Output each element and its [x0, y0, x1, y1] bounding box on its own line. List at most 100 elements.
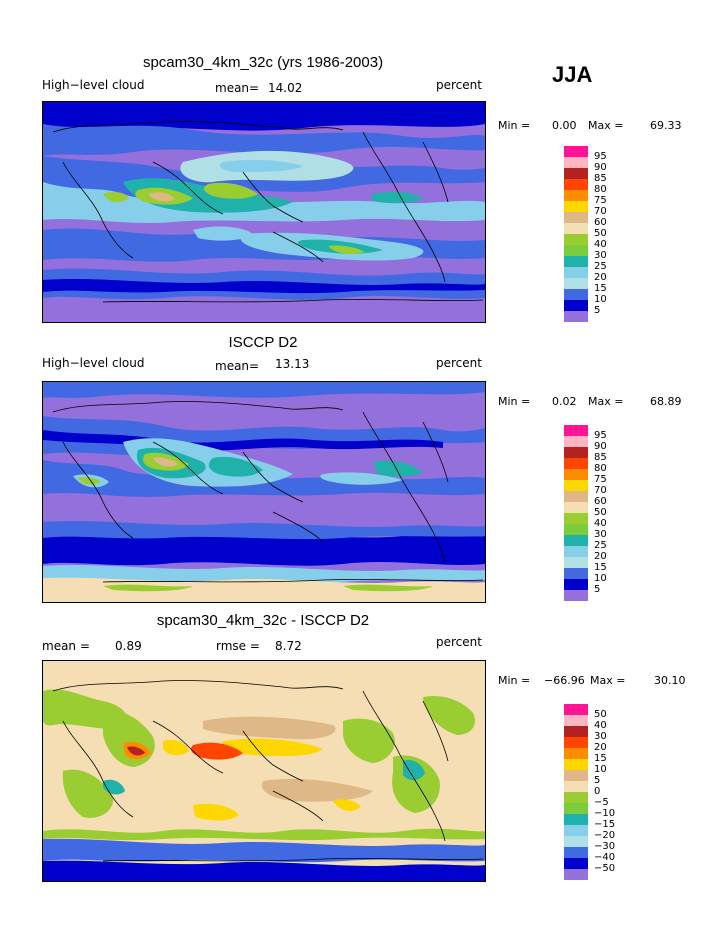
panel2-max-label: Max = — [588, 395, 624, 408]
panel2-legend-label: 15 — [594, 562, 607, 573]
panel1-legend-label: 95 — [594, 151, 607, 162]
panel1-legend-label: 15 — [594, 283, 607, 294]
panel1-title: spcam30_4km_32c (yrs 1986-2003) — [142, 54, 384, 71]
panel3-legend-label: 15 — [594, 753, 607, 764]
panel3-swatch — [564, 748, 588, 759]
panel1-legend-label: 30 — [594, 250, 607, 261]
panel1-field-label: High−level cloud — [42, 78, 145, 92]
panel3-title: spcam30_4km_32c - ISCCP D2 — [156, 612, 370, 629]
panel1-max-label: Max = — [588, 119, 624, 132]
panel3-legend-label: −15 — [594, 819, 616, 830]
panel3-swatch — [564, 836, 588, 847]
panel2-legend-label: 95 — [594, 430, 607, 441]
panel2-colorbar: 95 90 85 80 75 70 60 50 40 30 25 20 15 1… — [564, 425, 624, 601]
panel2-legend-label: 20 — [594, 551, 607, 562]
panel2-swatch — [564, 480, 588, 491]
panel2-swatch — [564, 590, 588, 601]
panel2-legend-label: 70 — [594, 485, 607, 496]
panel3-mean-value: 0.89 — [115, 639, 142, 653]
panel2-mean-label: mean= — [215, 359, 260, 373]
panel2-swatch — [564, 513, 588, 524]
panel1-swatch — [564, 179, 588, 190]
panel2-swatch — [564, 579, 588, 590]
panel2-swatch — [564, 469, 588, 480]
panel2-legend-label: 30 — [594, 529, 607, 540]
panel3-legend-label: −20 — [594, 830, 616, 841]
panel1-swatch — [564, 234, 588, 245]
panel3-swatch — [564, 726, 588, 737]
panel3-legend-label: 20 — [594, 742, 607, 753]
panel1-swatch — [564, 146, 588, 157]
panel2-swatch — [564, 546, 588, 557]
panel1-legend-label: 80 — [594, 184, 607, 195]
panel3-swatch — [564, 759, 588, 770]
season-label: JJA — [552, 62, 593, 87]
panel3-legend-label: 50 — [594, 709, 607, 720]
panel3-legend-label: −10 — [594, 808, 616, 819]
panel1-legend-label: 5 — [594, 305, 601, 316]
panel2-unit: percent — [436, 356, 482, 370]
panel2-mean-value: 13.13 — [275, 357, 310, 371]
panel1-swatch — [564, 201, 588, 212]
panel1-legend-label: 25 — [594, 261, 607, 272]
panel2-swatch — [564, 491, 588, 502]
panel3-swatch — [564, 814, 588, 825]
panel3-legend-label: −30 — [594, 841, 616, 852]
panel1-swatch — [564, 289, 588, 300]
panel1-swatch — [564, 256, 588, 267]
panel1-swatch — [564, 245, 588, 256]
panel1-swatch — [564, 300, 588, 311]
panel3-colorbar: 50 40 30 20 15 10 5 0 −5 −10 −15 −20 −30… — [564, 704, 624, 880]
panel3-rmse-value: 8.72 — [275, 639, 302, 653]
panel2-min-value: 0.02 — [552, 395, 577, 408]
panel1-swatch — [564, 267, 588, 278]
panel2-map — [42, 381, 486, 603]
panel1-unit: percent — [436, 78, 482, 92]
panel3-swatch — [564, 858, 588, 869]
panel3-legend-label: −5 — [594, 797, 609, 808]
panel2-legend-label: 5 — [594, 584, 601, 595]
panel1-swatch — [564, 157, 588, 168]
panel3-swatch — [564, 770, 588, 781]
panel2-legend-label: 85 — [594, 452, 607, 463]
panel3-max-label: Max = — [590, 674, 626, 687]
panel2-legend-label: 25 — [594, 540, 607, 551]
panel3-max-value: 30.10 — [654, 674, 686, 687]
panel2-min-label: Min = — [498, 395, 531, 408]
panel1-legend-label: 75 — [594, 195, 607, 206]
panel1-legend-label: 60 — [594, 217, 607, 228]
panel1-swatch — [564, 278, 588, 289]
panel1-legend-label: 85 — [594, 173, 607, 184]
panel3-swatch — [564, 803, 588, 814]
panel3-swatch — [564, 704, 588, 715]
panel2-max-value: 68.89 — [650, 395, 682, 408]
panel3-swatch — [564, 847, 588, 858]
panel3-legend-label: 10 — [594, 764, 607, 775]
panel2-legend-label: 60 — [594, 496, 607, 507]
panel2-swatch — [564, 458, 588, 469]
panel2-legend-label: 90 — [594, 441, 607, 452]
panel3-swatch — [564, 781, 588, 792]
panel3-unit: percent — [436, 635, 482, 649]
panel2-legend-label: 10 — [594, 573, 607, 584]
panel1-map-svg — [43, 102, 485, 322]
panel1-max-value: 69.33 — [650, 119, 682, 132]
panel1-map — [42, 101, 486, 323]
panel3-legend-label: 0 — [594, 786, 601, 797]
panel3-map — [42, 660, 486, 882]
panel1-swatch — [564, 190, 588, 201]
panel1-mean-value: 14.02 — [268, 81, 303, 95]
panel2-title: ISCCP D2 — [228, 334, 298, 351]
panel2-swatch — [564, 557, 588, 568]
panel1-min-value: 0.00 — [552, 119, 577, 132]
panel2-swatch — [564, 502, 588, 513]
panel3-legend-label: −50 — [594, 863, 616, 874]
panel2-swatch — [564, 524, 588, 535]
panel3-min-label: Min = — [498, 674, 531, 687]
panel1-swatch — [564, 212, 588, 223]
panel3-rmse-label: rmse = — [216, 639, 260, 653]
panel1-legend-label: 20 — [594, 272, 607, 283]
panel1-swatch — [564, 168, 588, 179]
panel1-legend-label: 10 — [594, 294, 607, 305]
panel1-swatch — [564, 223, 588, 234]
